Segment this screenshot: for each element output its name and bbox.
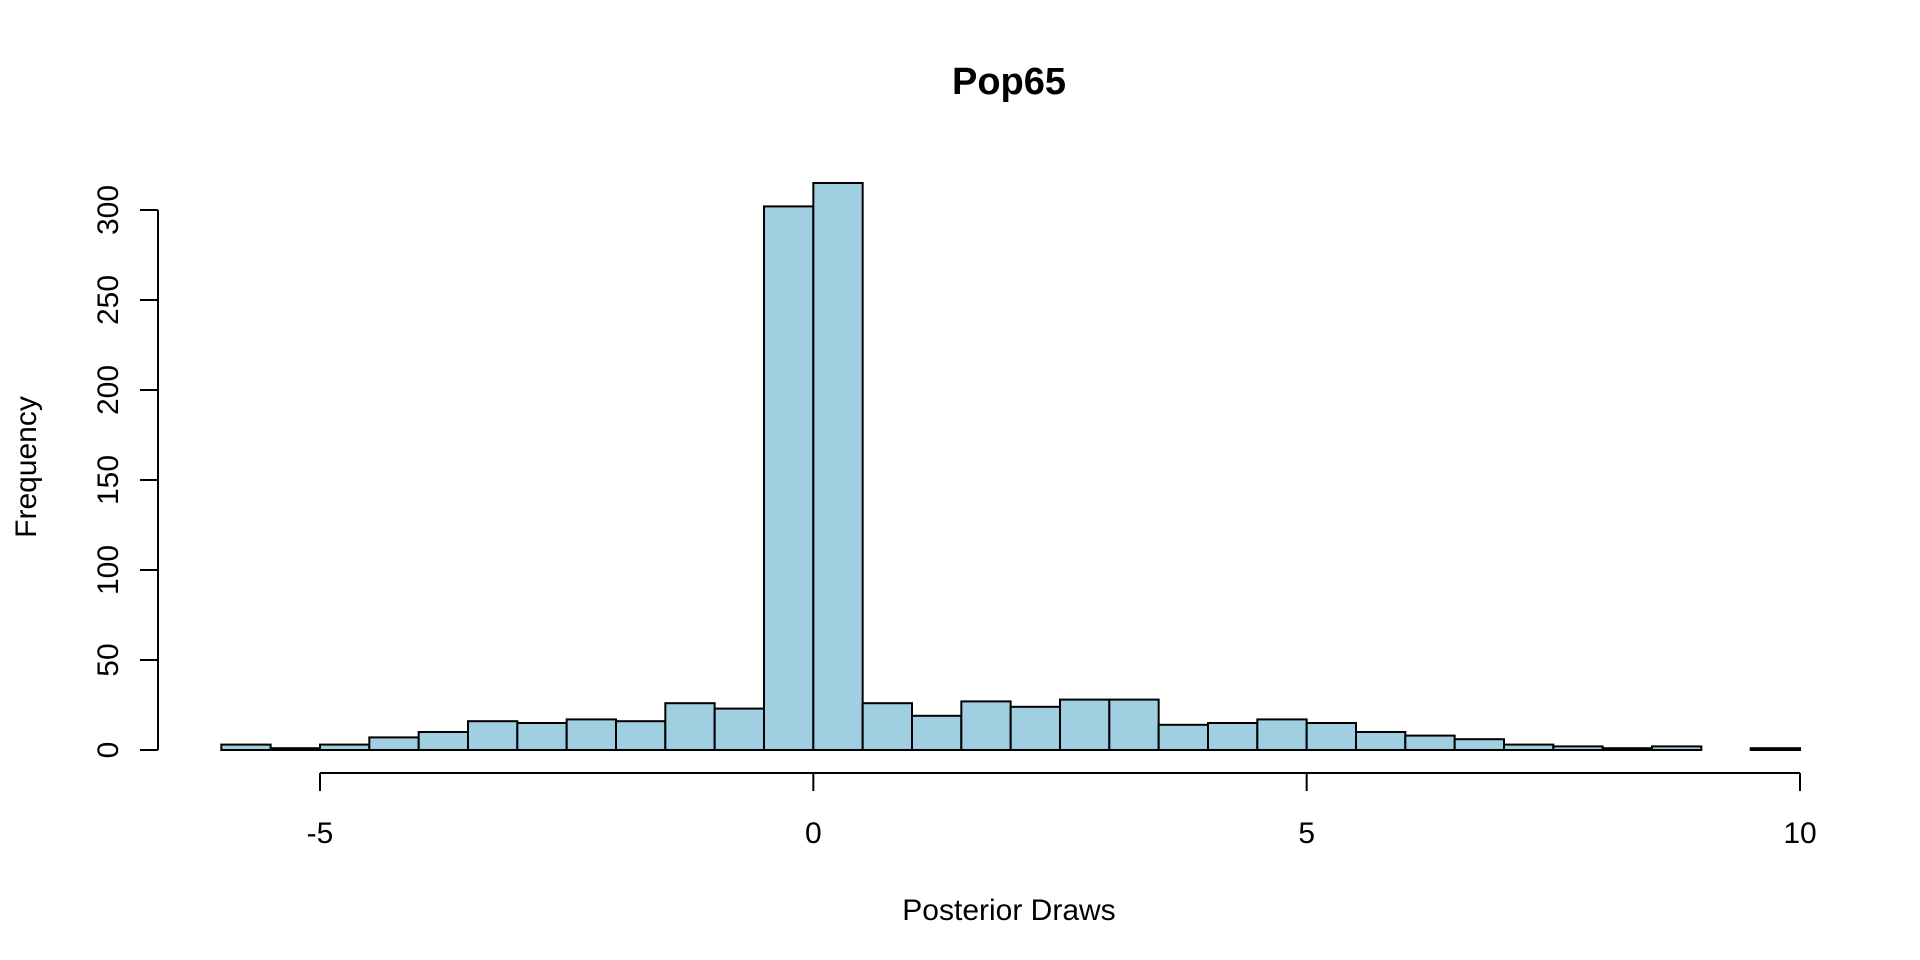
histogram-bar [1601, 747, 1654, 752]
histogram-bar [960, 700, 1012, 752]
histogram-bar [269, 747, 322, 752]
y-tick-label: 300 [92, 185, 125, 235]
y-tick-label: 250 [92, 275, 125, 325]
histogram-bar [1207, 722, 1259, 751]
histogram-bar [1749, 747, 1802, 752]
histogram-bar [1009, 705, 1061, 751]
histogram-bar [319, 743, 371, 751]
histogram-bar [1552, 745, 1604, 752]
y-tick-label: 100 [92, 545, 125, 595]
histogram-bar [664, 702, 716, 752]
x-tick-label: 0 [805, 817, 822, 850]
chart-title: Pop65 [952, 61, 1066, 103]
histogram-bar [368, 736, 420, 752]
histogram-bar [1503, 743, 1555, 751]
histogram-bar [417, 731, 470, 751]
histogram-bar [911, 714, 963, 751]
histogram-bar [1453, 738, 1506, 752]
y-axis: 0 50 100 150 200 250 300 [92, 185, 159, 759]
histogram-bar [861, 702, 913, 752]
histogram-bar [615, 720, 667, 752]
y-tick-label: 150 [92, 455, 125, 505]
histogram-bar [763, 205, 815, 751]
histogram-bar [220, 743, 272, 751]
histogram-bar [1059, 698, 1111, 751]
histogram-bar [1108, 698, 1160, 751]
x-tick-label: 5 [1298, 817, 1315, 850]
y-tick-label: 50 [92, 643, 125, 676]
histogram-bar [467, 720, 519, 752]
histogram-bar [812, 182, 864, 751]
histogram-bar [565, 718, 617, 752]
histogram-bar [713, 707, 765, 751]
x-axis: -5 0 5 10 [307, 772, 1817, 850]
histogram-bar [516, 722, 568, 751]
y-axis-label: Frequency [10, 396, 43, 538]
y-tick-label: 200 [92, 365, 125, 415]
x-tick-label: -5 [307, 817, 334, 850]
histogram-bar [1157, 723, 1210, 751]
y-tick-label: 0 [92, 742, 125, 759]
x-tick-label: 10 [1783, 817, 1816, 850]
histogram-bar [1355, 731, 1407, 751]
x-axis-label: Posterior Draws [902, 894, 1115, 927]
histogram-bar [1404, 734, 1456, 751]
histogram-bar [1256, 718, 1308, 752]
bars-group [220, 182, 1802, 752]
histogram-bar [1305, 722, 1358, 751]
histogram-bar [1651, 745, 1703, 752]
